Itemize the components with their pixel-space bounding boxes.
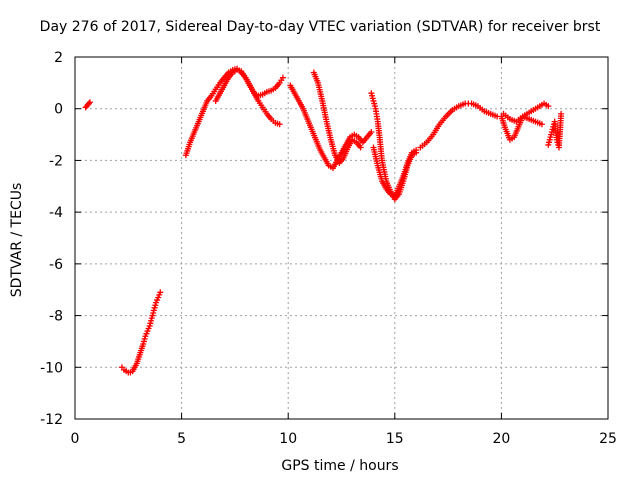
data-point bbox=[368, 128, 375, 135]
x-tick-label: 5 bbox=[177, 431, 186, 447]
chart-title: Day 276 of 2017, Sidereal Day-to-day VTE… bbox=[39, 19, 601, 35]
data-point bbox=[276, 121, 283, 128]
y-tick-label: -6 bbox=[49, 257, 63, 273]
x-tick-label: 20 bbox=[492, 431, 510, 447]
data-points bbox=[82, 65, 565, 376]
data-point bbox=[85, 100, 92, 107]
data-point bbox=[545, 103, 552, 110]
y-tick-label: -4 bbox=[49, 205, 63, 221]
y-tick-label: -2 bbox=[49, 153, 63, 169]
data-point bbox=[558, 110, 565, 117]
x-tick-label: 0 bbox=[71, 431, 80, 447]
x-tick-label: 15 bbox=[386, 431, 404, 447]
data-point bbox=[357, 144, 364, 151]
y-tick-label: -8 bbox=[49, 309, 63, 325]
y-tick-label: -10 bbox=[40, 360, 63, 376]
data-point bbox=[538, 121, 545, 128]
y-tick-label: 2 bbox=[54, 50, 63, 66]
grid-lines bbox=[75, 57, 608, 419]
data-point bbox=[413, 147, 420, 154]
x-tick-label: 25 bbox=[599, 431, 617, 447]
y-tick-label: 0 bbox=[54, 102, 63, 118]
x-tick-label: 10 bbox=[279, 431, 297, 447]
data-point bbox=[279, 74, 286, 81]
data-point bbox=[86, 99, 93, 106]
y-tick-label: -12 bbox=[40, 412, 63, 428]
data-point bbox=[157, 289, 164, 296]
x-axis-label: GPS time / hours bbox=[281, 458, 399, 474]
plot-frame bbox=[74, 56, 609, 420]
